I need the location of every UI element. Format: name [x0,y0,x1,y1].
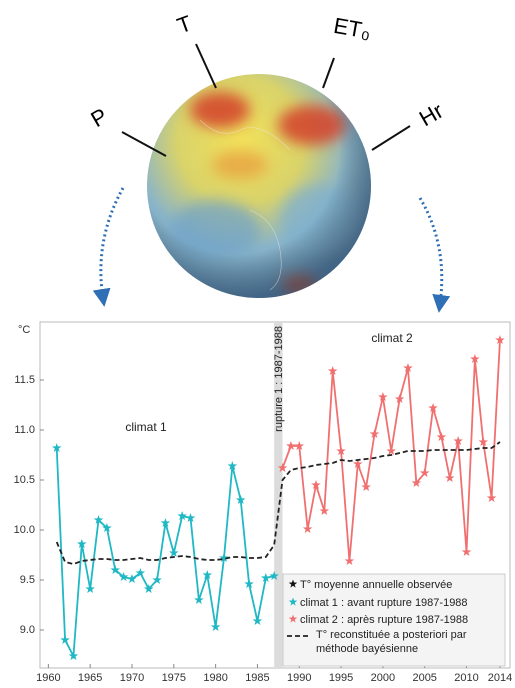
x-tick-label: 2010 [454,672,478,684]
y-tick-label: 11.5 [14,374,35,386]
globe-label: ET₀ [332,13,373,44]
data-point [118,572,129,581]
legend-marker [288,579,298,588]
data-point [102,523,112,532]
annotation: climat 2 [371,331,413,345]
y-tick-label: 10.0 [14,524,35,536]
data-point [269,571,279,580]
annotation: rupture 1 : 1987-1988 [273,326,285,432]
globe [147,74,371,298]
data-point [294,441,304,450]
data-point [478,437,488,446]
data-point [277,463,288,472]
data-point [93,515,104,524]
x-tick-label: 1975 [162,672,186,684]
data-point [77,539,87,548]
globe-pointers [121,43,411,157]
y-unit: °C [18,324,30,336]
data-point [236,495,246,504]
data-point [286,441,296,450]
legend-label: climat 1 : avant rupture 1987-1988 [300,597,468,609]
annotation: climat 1 [125,420,167,434]
data-point [244,579,254,588]
data-point [144,584,154,593]
y-tick-label: 9.5 [20,574,35,586]
x-tick-label: 1995 [329,672,353,684]
legend-label: T° moyenne annuelle observée [300,579,452,591]
data-point [495,335,505,344]
x-tick-label: 1990 [287,672,311,684]
x-tick-label: 1960 [36,672,60,684]
x-tick-label: 2014 [488,672,512,684]
x-tick-label: 1965 [78,672,102,684]
legend-marker [288,597,298,606]
globe-label: P [87,103,112,132]
data-point [85,584,95,593]
data-point [453,436,463,445]
data-point [194,595,204,604]
globe-label: Hr [415,98,448,131]
data-point [428,403,438,412]
data-point [386,446,396,455]
data-point [411,478,422,487]
data-point [52,443,62,452]
data-point [135,568,146,577]
legend [282,573,506,667]
data-point [68,651,79,660]
arrow [418,197,451,313]
globe-label: T [174,10,195,38]
data-point [353,459,363,468]
data-point [394,394,405,403]
data-point [486,493,497,502]
arrow [92,187,125,307]
legend-label: climat 2 : après rupture 1987-1988 [300,614,468,626]
legend-label: T° reconstituée a posteriori par méthode… [316,629,467,655]
x-tick-label: 2000 [371,672,395,684]
data-point [227,461,238,470]
data-point [302,524,313,533]
data-point [261,573,271,582]
x-tick-label: 1980 [203,672,227,684]
data-point [60,635,70,644]
x-tick-label: 1970 [120,672,144,684]
data-point [210,622,221,631]
data-point [202,570,212,579]
data-point [419,468,430,477]
data-point [319,506,330,515]
data-point [152,575,162,584]
y-tick-label: 9.0 [20,624,35,636]
data-point [110,565,120,574]
data-point [327,366,338,375]
data-point [344,556,355,565]
data-point [403,363,413,372]
legend-marker [288,614,298,623]
data-point [369,429,380,438]
data-point [461,547,472,556]
x-tick-label: 1985 [245,672,269,684]
data-point [185,513,196,522]
data-point [127,574,137,583]
data-point [311,480,321,489]
series-line [55,441,501,565]
data-point [378,392,388,401]
data-point [160,518,171,527]
y-tick-label: 11.0 [14,424,35,436]
data-point [252,616,263,625]
data-point [470,354,480,363]
data-point [361,482,371,491]
x-tick-label: 2005 [412,672,436,684]
data-point [169,548,179,557]
data-point [336,446,346,455]
y-tick-label: 10.5 [14,474,35,486]
data-point [177,511,187,520]
data-point [445,473,455,482]
data-point [436,432,447,441]
rupture-band [274,322,283,668]
data-point [219,553,229,562]
